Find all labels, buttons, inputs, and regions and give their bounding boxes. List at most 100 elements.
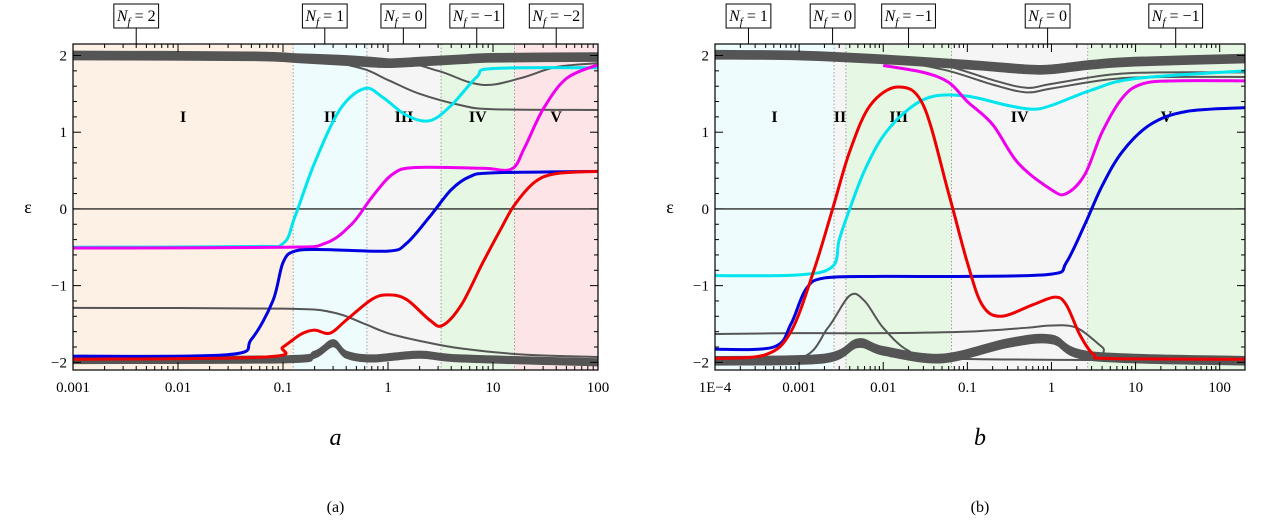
level-curve-3 xyxy=(73,169,598,361)
level-curve-2 xyxy=(715,106,1245,352)
x-tick-label: 0.001 xyxy=(56,380,90,396)
region-label-iii: III xyxy=(395,109,414,126)
y-tick-label: −2 xyxy=(51,355,67,371)
nf-label: Nf = 1 xyxy=(301,3,348,44)
x-tick-label: 0.01 xyxy=(870,380,896,396)
nf-label: Nf = −1 xyxy=(449,3,505,44)
gray-level-line xyxy=(73,341,598,363)
gray-level-line xyxy=(73,343,598,366)
x-tick-label: 0.001 xyxy=(782,380,816,396)
gray-level-line xyxy=(73,58,598,69)
y-tick-label: −1 xyxy=(51,279,67,295)
nf-label-box xyxy=(113,3,160,29)
gray-level-line xyxy=(73,345,598,367)
y-axis-label: ε xyxy=(24,197,32,217)
gray-level-line xyxy=(715,336,1245,362)
y-tick-label: 1 xyxy=(60,125,68,141)
gray-level-line xyxy=(73,55,598,65)
gray-level-line xyxy=(715,49,1245,68)
nf-label: Nf = 1 xyxy=(725,3,772,44)
level-curve-1 xyxy=(882,64,1245,197)
gray-level-line xyxy=(715,338,1245,363)
nf-label-text: Nf = 0 xyxy=(1027,8,1067,28)
x-tick-label: 100 xyxy=(1208,380,1231,396)
gray-level-line xyxy=(715,339,1245,365)
y-tick-label: 0 xyxy=(60,202,68,218)
region-iii-shade xyxy=(366,44,442,370)
y-tick-label: −1 xyxy=(693,279,709,295)
nf-label-text: Nf = 2 xyxy=(116,8,156,28)
region-i-shade xyxy=(715,44,835,370)
panel-b: I II III IV V1E−4 0.001 0.01 0.1 1 10 100−2−1012bε… xyxy=(666,3,1246,516)
nf-label-text: Nf = −1 xyxy=(884,8,933,28)
region-iv-shade xyxy=(441,44,515,370)
gray-level-line xyxy=(73,56,598,67)
panel-caption: (b) xyxy=(971,499,990,516)
gray-level-line xyxy=(715,292,1245,363)
gray-level-line xyxy=(715,53,1245,71)
x-tick-label: 0.01 xyxy=(165,380,191,396)
x-tick-label: 1 xyxy=(1048,380,1056,396)
plot-frame xyxy=(714,43,1246,371)
gray-level-line xyxy=(715,51,1245,69)
region-ii-shade xyxy=(834,44,846,370)
nf-label-text: Nf = −2 xyxy=(531,8,580,28)
region-iv-shade xyxy=(951,44,1088,370)
plot-frame xyxy=(72,43,599,371)
region-label-i: I xyxy=(180,109,186,126)
x-axis-label: a xyxy=(330,425,342,451)
nf-label-text: Nf = −1 xyxy=(1151,8,1200,28)
x-tick-label: 0.1 xyxy=(958,380,977,396)
panel-caption: (a) xyxy=(327,499,345,516)
level-curve-0 xyxy=(73,66,598,249)
nf-label-box xyxy=(380,3,427,29)
nf-label-text: Nf = 0 xyxy=(812,8,852,28)
region-label-iv: IV xyxy=(1011,109,1029,126)
y-tick-label: 2 xyxy=(60,49,68,65)
panel-a: I II III IV V0.001 0.01 0.1 1 10 100−2−1012aε(a)N… xyxy=(24,3,610,516)
gray-level-line xyxy=(715,55,1245,73)
level-curve-2 xyxy=(73,169,598,358)
y-tick-label: −2 xyxy=(693,355,709,371)
x-tick-label: 10 xyxy=(1128,380,1143,396)
level-curve-3 xyxy=(715,85,1245,361)
region-i-shade xyxy=(73,44,294,370)
gray-level-line xyxy=(73,52,598,111)
nf-label: Nf = −1 xyxy=(1148,3,1204,44)
y-tick-label: 0 xyxy=(702,202,710,218)
nf-label-box xyxy=(1024,3,1071,29)
plot-lines xyxy=(73,50,598,367)
nf-label: Nf = 0 xyxy=(380,3,427,44)
region-label-i: I xyxy=(771,109,777,126)
nf-label-box xyxy=(881,3,936,29)
y-tick-label: 1 xyxy=(702,125,710,141)
region-v-shade xyxy=(514,44,598,370)
gray-level-line xyxy=(73,342,598,364)
y-tick-label: 2 xyxy=(702,49,710,65)
x-tick-label: 1 xyxy=(384,380,392,396)
nf-label: Nf = −1 xyxy=(881,3,936,44)
gray-level-line xyxy=(715,50,1245,89)
nf-label-text: Nf = 0 xyxy=(383,8,423,28)
nf-label: Nf = −2 xyxy=(528,3,584,44)
nf-label: Nf = 0 xyxy=(1024,3,1071,44)
gray-level-line xyxy=(73,52,598,86)
x-axis-label: b xyxy=(974,425,986,451)
x-tick-label: 100 xyxy=(587,380,610,396)
gray-level-line xyxy=(715,341,1245,366)
region-iii-shade xyxy=(845,44,952,370)
nf-label-box xyxy=(809,3,856,29)
x-tick-label: 0.1 xyxy=(274,380,293,396)
x-tick-label: 10 xyxy=(486,380,501,396)
plot-lines xyxy=(715,49,1245,366)
level-curve-1 xyxy=(73,63,598,250)
y-axis-label: ε xyxy=(666,197,674,217)
region-label-v: V xyxy=(550,109,562,126)
nf-label-text: Nf = −1 xyxy=(452,8,501,28)
nf-label-text: Nf = 1 xyxy=(304,8,344,28)
x-tick-label: 1E−4 xyxy=(699,380,732,396)
region-label-ii: II xyxy=(834,109,846,126)
region-v-shade xyxy=(1087,44,1245,370)
gray-level-line xyxy=(73,306,598,358)
nf-label: Nf = 2 xyxy=(113,3,160,44)
